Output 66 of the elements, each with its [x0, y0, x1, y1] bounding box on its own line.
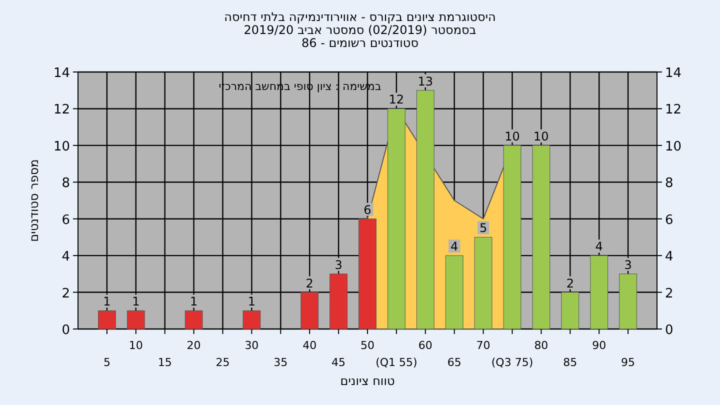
data-label: 10 — [504, 129, 520, 144]
x-tick-label: 70 — [476, 339, 490, 352]
data-label: 12 — [388, 92, 404, 107]
x-tick-label: 65 — [447, 356, 462, 369]
data-label: 1 — [248, 294, 256, 309]
y2-tick-label: 0 — [665, 323, 674, 338]
x-tick-label: 35 — [274, 356, 288, 369]
data-label: 6 — [364, 202, 372, 217]
x-tick-label: 20 — [186, 339, 201, 352]
x-axis-title: טווח ציונים — [340, 374, 395, 388]
bar — [561, 292, 580, 330]
data-label: 5 — [479, 221, 488, 236]
bar — [330, 274, 348, 330]
x-tick-label: 10 — [128, 339, 143, 352]
y2-tick-label: 10 — [665, 139, 682, 154]
y-tick-label: 2 — [62, 286, 70, 302]
bar — [242, 310, 261, 330]
y-tick-label: 4 — [62, 250, 70, 265]
chart-title: היסטוגרמת ציונים בקורס - אווירודינמיקה בלתי דחיסה — [224, 10, 496, 24]
y-tick-label: 0 — [62, 323, 70, 338]
y2-tick-label: 8 — [665, 176, 674, 192]
data-label: 4 — [450, 240, 458, 254]
x-tick-label: 30 — [244, 339, 259, 352]
y2-tick-label: 2 — [665, 286, 674, 302]
y2-tick-label: 12 — [665, 102, 682, 118]
x-tick-label: 15 — [158, 356, 172, 369]
bar — [126, 310, 145, 330]
x-tick-label: 40 — [302, 339, 317, 352]
data-label: 13 — [418, 74, 434, 88]
x-tick-label: 5 — [103, 356, 110, 369]
data-label: 10 — [534, 129, 549, 144]
y2-tick-label: 6 — [665, 212, 674, 228]
y2-tick-label: 4 — [665, 250, 674, 265]
text: סטודנטים רשומים - 86 — [301, 36, 419, 50]
x-tick-label: 60 — [418, 339, 432, 352]
y-tick-label: 10 — [53, 139, 70, 154]
data-label: 4 — [595, 240, 603, 254]
bar — [619, 274, 637, 330]
bar — [98, 310, 116, 330]
data-label: 1 — [103, 294, 111, 309]
x-tick-label: (Q3 75) — [491, 356, 534, 369]
bar — [532, 145, 550, 330]
x-tick-label: 90 — [592, 339, 606, 352]
y-axis-title: מספר סטודנטים — [27, 159, 41, 242]
bar — [300, 292, 319, 330]
y2-tick-label: 14 — [665, 66, 682, 81]
data-label: 2 — [306, 276, 314, 290]
x-tick-label: 25 — [216, 356, 230, 369]
x-tick-label: (Q1 55) — [376, 356, 418, 369]
y-tick-label: 6 — [62, 212, 70, 228]
bar — [184, 310, 203, 330]
bar — [590, 255, 608, 330]
chart-subtitle: בסמסטר (02/2019) סמסטר אביב 2019/20 — [244, 23, 476, 37]
y-tick-label: 14 — [53, 66, 70, 81]
y-tick-label: 12 — [53, 102, 70, 118]
x-tick-label: 95 — [621, 356, 636, 369]
data-label: 1 — [190, 294, 198, 309]
x-tick-label: 85 — [563, 356, 578, 369]
x-tick-label: 80 — [534, 339, 548, 352]
x-tick-label: 50 — [360, 339, 374, 352]
x-tick-label: 45 — [332, 356, 346, 369]
data-label: 3 — [334, 258, 342, 272]
y-tick-label: 8 — [62, 176, 70, 192]
data-label: 3 — [624, 258, 632, 272]
data-label: 2 — [566, 276, 574, 290]
data-label: 1 — [132, 294, 140, 309]
